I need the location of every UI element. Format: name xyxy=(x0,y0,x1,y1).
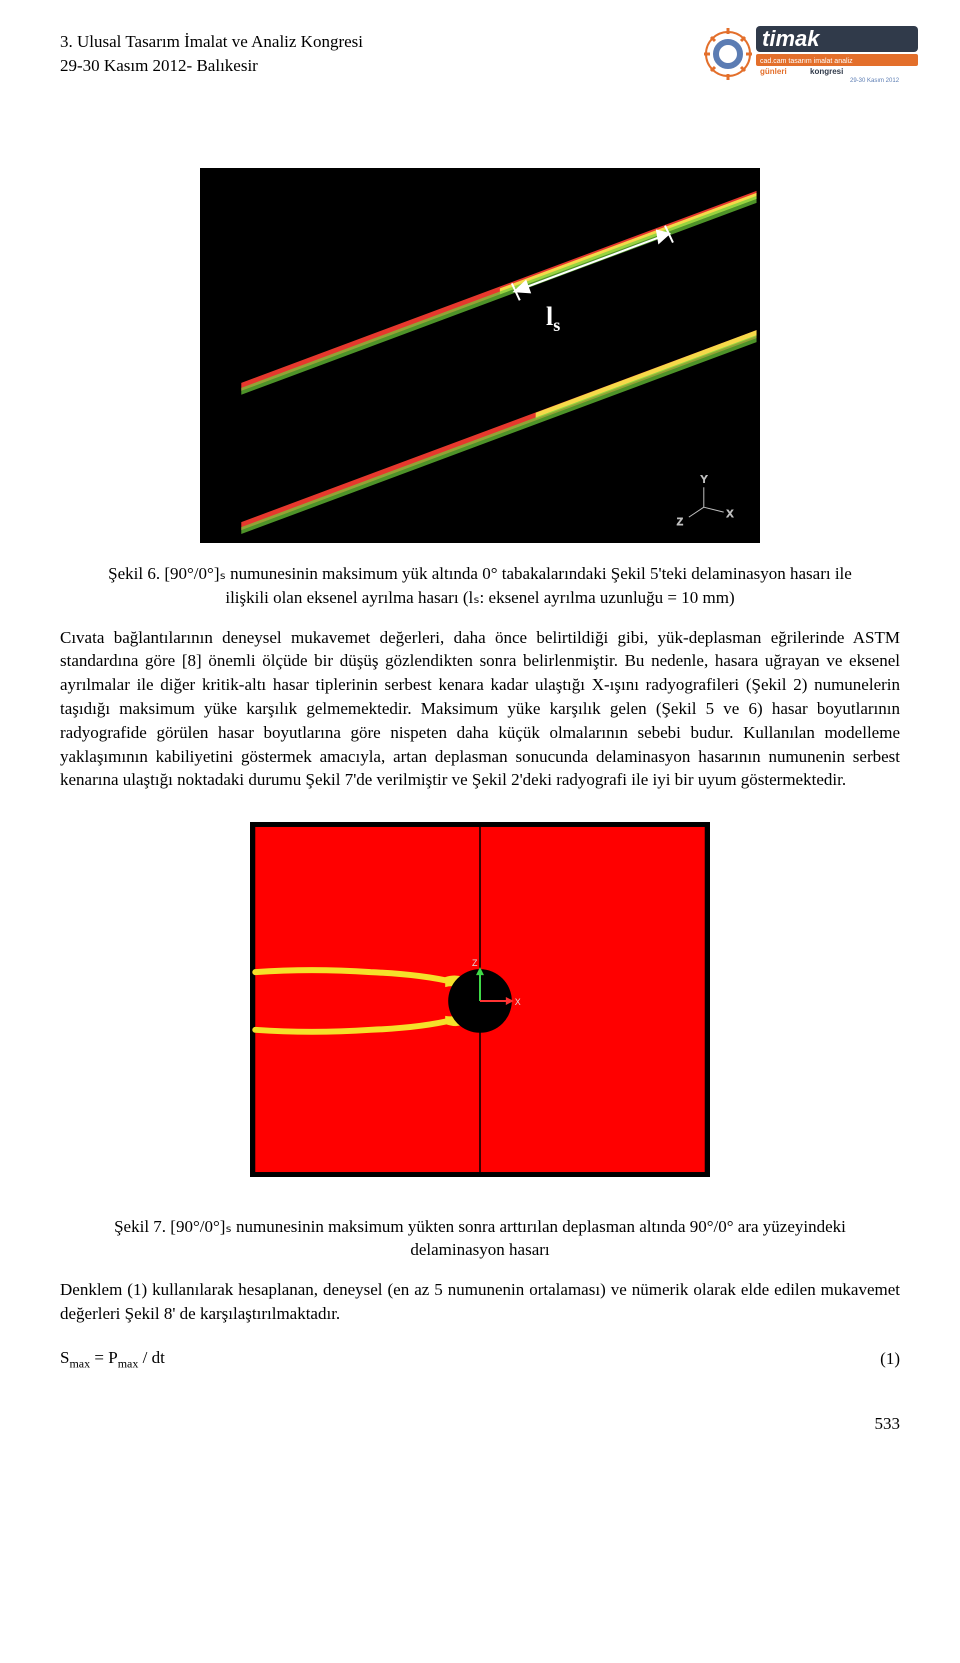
figure-6-container: Y X Z ls xyxy=(60,168,900,550)
logo-sub2-text: günleri xyxy=(760,67,787,76)
logo-date-text: 29-30 Kasım 2012 xyxy=(850,78,900,84)
page-number: 533 xyxy=(60,1412,900,1436)
equation-1: Smax = Pmax / dt xyxy=(60,1346,165,1372)
ls-label-sub: s xyxy=(553,315,560,335)
ls-label: ls xyxy=(546,299,560,338)
svg-text:Z: Z xyxy=(677,517,683,528)
timak-logo: timak cad.cam tasarım imalat analiz günl… xyxy=(700,24,920,84)
equation-number: (1) xyxy=(880,1347,900,1371)
svg-text:X: X xyxy=(515,997,521,1007)
logo-sub-text: cad.cam tasarım imalat analiz xyxy=(760,58,853,65)
page-header: 3. Ulusal Tasarım İmalat ve Analiz Kongr… xyxy=(60,30,900,78)
eq-rhs-symbol: P xyxy=(108,1348,117,1367)
closing-paragraph: Denklem (1) kullanılarak hesaplanan, den… xyxy=(60,1278,900,1326)
eq-lhs-sub: max xyxy=(69,1356,90,1370)
figure-6-caption: Şekil 6. [90°/0°]ₛ numunesinin maksimum … xyxy=(100,562,860,610)
gear-icon xyxy=(704,28,752,80)
figure-7-image: Z X xyxy=(250,822,710,1177)
eq-equals: = xyxy=(94,1348,108,1367)
eq-rhs-tail: / dt xyxy=(138,1348,164,1367)
logo-main-text: timak xyxy=(762,26,821,51)
equation-1-row: Smax = Pmax / dt (1) xyxy=(60,1346,900,1372)
eq-rhs-sub: max xyxy=(118,1356,139,1370)
figure-6-image: Y X Z ls xyxy=(200,168,760,543)
logo-sub3-text: kongresi xyxy=(810,67,843,76)
body-paragraph-1: Cıvata bağlantılarının deneysel mukaveme… xyxy=(60,626,900,793)
svg-text:Z: Z xyxy=(472,958,478,968)
svg-text:Y: Y xyxy=(701,474,708,485)
figure-7-container: Z X xyxy=(60,822,900,1184)
svg-text:X: X xyxy=(727,509,734,520)
figure-7-caption: Şekil 7. [90°/0°]ₛ numunesinin maksimum … xyxy=(100,1215,860,1263)
